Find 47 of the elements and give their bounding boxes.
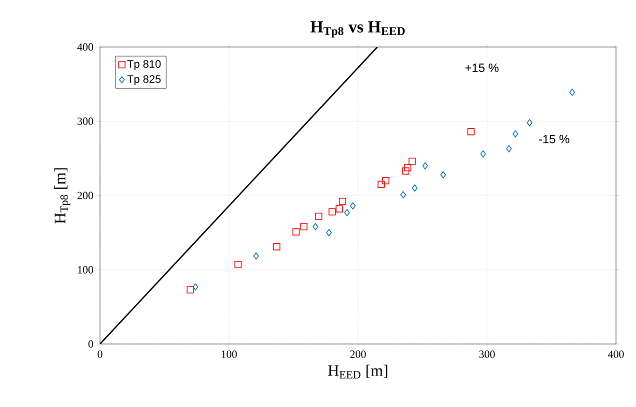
y-axis-title: H$_{Tp8}$ [m]	[54, 168, 70, 224]
point	[404, 164, 412, 172]
point	[422, 162, 428, 170]
point	[440, 171, 446, 178]
point	[328, 208, 336, 216]
y-tick-label: 100	[78, 266, 94, 274]
point	[338, 198, 346, 206]
point	[382, 177, 390, 184]
point	[480, 150, 486, 158]
annotation: -15 %	[539, 134, 570, 144]
point	[526, 119, 532, 126]
y-tick-label: 0	[88, 340, 94, 348]
y-tick-label: 200	[78, 192, 94, 200]
point	[344, 208, 350, 216]
point	[336, 205, 343, 212]
y-tick-label: 300	[78, 118, 94, 125]
chart-title: H$_{Tp8}$ vs H$_{EED}$	[310, 21, 405, 38]
x-tick-label: 400	[608, 350, 624, 358]
point	[192, 283, 198, 290]
point	[408, 158, 416, 165]
point	[378, 180, 385, 188]
point	[512, 130, 518, 138]
point	[569, 88, 575, 96]
point	[506, 145, 512, 152]
point	[292, 228, 300, 236]
point	[312, 223, 318, 230]
point	[300, 223, 308, 230]
legend-label: Tp 810	[127, 60, 161, 70]
point	[402, 167, 410, 175]
x-tick-label: 100	[222, 350, 237, 358]
x-tick-label: 0	[98, 350, 102, 358]
annotation: +15 %	[465, 64, 499, 72]
point	[186, 286, 194, 294]
point	[234, 260, 242, 268]
x-tick-label: 300	[479, 350, 495, 358]
point	[326, 229, 332, 236]
point	[253, 252, 259, 260]
x-tick-label: 200	[350, 350, 366, 358]
y-tick-label: 400	[77, 43, 94, 51]
point	[350, 202, 356, 210]
point	[467, 128, 475, 136]
point	[315, 212, 322, 220]
point	[273, 243, 280, 250]
legend-label: Tp 825	[127, 75, 161, 86]
point	[412, 184, 418, 192]
x-axis-title: H$_{EED}$ [m]	[328, 364, 388, 378]
point	[400, 191, 406, 198]
